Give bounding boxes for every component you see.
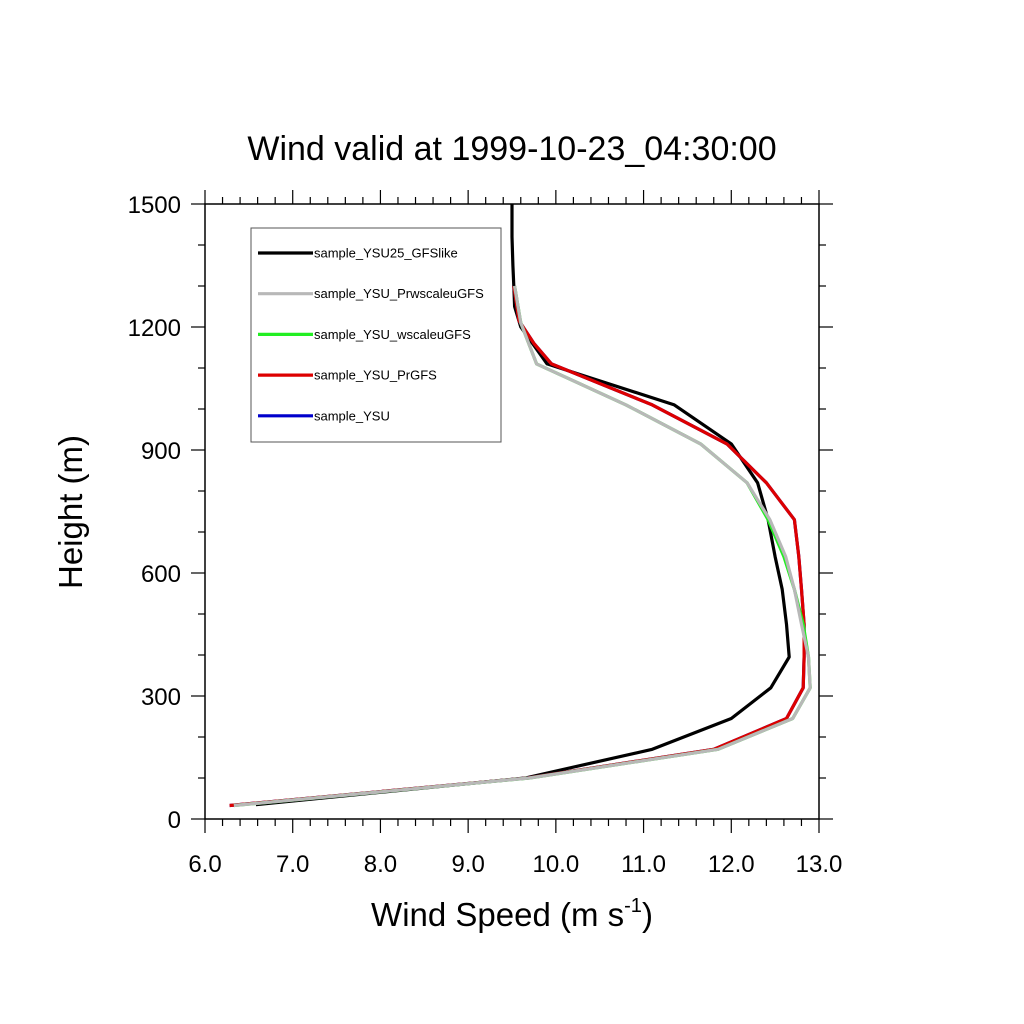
- series-line-sample-ysu-prwscaleugfs: [233, 285, 812, 808]
- legend-items: sample_YSU25_GFSlike sample_YSU_Prwscaleu…: [258, 246, 484, 423]
- x-tick-label: 8.0: [364, 851, 397, 878]
- x-tick-label: 7.0: [276, 851, 309, 878]
- x-tick-label: 11.0: [621, 851, 666, 878]
- chart-title: Wind valid at 1999-10-23_04:30:00: [247, 130, 776, 168]
- legend-label: sample_YSU_PrGFS: [314, 368, 437, 383]
- plot-area: 6.0 7.0 8.0 9.0 10.0 11.0 12.0 13.0 0 300 600 900 12…: [128, 190, 843, 878]
- legend-label: sample_YSU_wscaleuGFS: [314, 327, 471, 342]
- legend: sample_YSU25_GFSlike sample_YSU_Prwscaleu…: [250, 227, 502, 443]
- y-tick-label: 600: [141, 561, 181, 588]
- y-axis-label: Height (m): [52, 435, 89, 589]
- x-axis-label-main: Wind Speed (m s: [371, 896, 624, 933]
- y-tick-label: 0: [168, 807, 181, 834]
- y-tick-label: 1500: [128, 192, 181, 219]
- x-axis-label-superscript: -1: [624, 895, 642, 917]
- y-tick-label: 900: [141, 438, 181, 465]
- y-tick-label: 1200: [128, 315, 181, 342]
- x-tick-label: 12.0: [708, 851, 755, 878]
- x-axis-label: Wind Speed (m s-1): [371, 895, 653, 933]
- y-tick-label: 300: [141, 684, 181, 711]
- x-tick-label: 6.0: [188, 851, 221, 878]
- x-tick-label: 10.0: [532, 851, 579, 878]
- x-axis-label-suffix: ): [642, 896, 653, 933]
- legend-label: sample_YSU: [314, 408, 390, 423]
- axis-ticks: 6.0 7.0 8.0 9.0 10.0 11.0 12.0 13.0 0 300 600 900 12…: [128, 190, 843, 878]
- legend-label: sample_YSU25_GFSlike: [314, 246, 458, 261]
- x-tick-label: 9.0: [451, 851, 484, 878]
- series-line-sample-ysu-prgfs: [229, 285, 806, 808]
- legend-label: sample_YSU_PrwscaleuGFS: [314, 286, 484, 301]
- x-tick-label: 13.0: [796, 851, 843, 878]
- series-lines: [229, 204, 812, 808]
